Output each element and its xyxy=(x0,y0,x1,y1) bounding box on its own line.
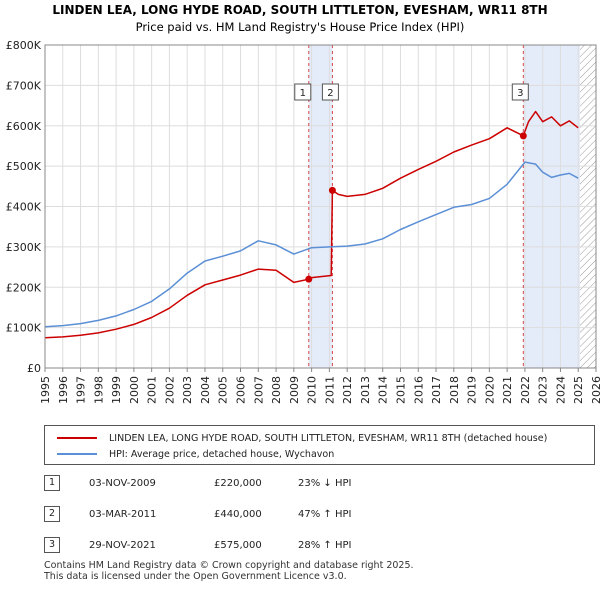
x-tick-label-0: 1995 xyxy=(39,376,52,404)
x-tick-label-22: 2017 xyxy=(430,376,443,404)
x-tick-label-1: 1996 xyxy=(57,376,70,404)
x-tick-label-11: 2006 xyxy=(235,376,248,404)
sale-row-2: 2 03-MAR-2011 £440,000 47% ↑ HPI xyxy=(44,505,351,523)
x-tick-label-13: 2008 xyxy=(270,376,283,404)
y-tick-label-5: £500K xyxy=(6,160,42,173)
x-tick-label-15: 2010 xyxy=(306,376,319,404)
sale-row-1: 1 03-NOV-2009 £220,000 23% ↓ HPI xyxy=(44,474,351,492)
sale-hpi-change: 47% ↑ HPI xyxy=(298,508,352,520)
x-tick-label-23: 2018 xyxy=(448,376,461,404)
sale-date: 03-NOV-2009 xyxy=(89,477,156,489)
x-tick-label-8: 2003 xyxy=(181,376,194,404)
x-tick-label-17: 2012 xyxy=(341,376,354,404)
y-tick-label-8: £800K xyxy=(6,39,42,52)
chart-subtitle: Price paid vs. HM Land Registry's House … xyxy=(136,20,465,34)
y-tick-label-7: £700K xyxy=(6,79,42,92)
sale-date: 29-NOV-2021 xyxy=(89,539,156,551)
legend-item-hpi: HPI: Average price, detached house, Wych… xyxy=(57,446,334,462)
legend-item-property: LINDEN LEA, LONG HYDE ROAD, SOUTH LITTLE… xyxy=(57,430,547,446)
x-tick-label-28: 2023 xyxy=(537,376,550,404)
sale-price: £220,000 xyxy=(214,477,262,489)
sale-marker-box-3 xyxy=(511,83,529,101)
x-tick-label-30: 2025 xyxy=(572,376,585,404)
x-tick-label-27: 2022 xyxy=(519,376,532,404)
x-tick-label-6: 2001 xyxy=(146,376,159,404)
x-tick-label-25: 2020 xyxy=(483,376,496,404)
sale-point-1 xyxy=(305,275,313,283)
series-line-hpi xyxy=(44,161,579,328)
y-tick-label-6: £600K xyxy=(6,120,42,133)
y-tick-label-0: £0 xyxy=(27,362,41,375)
x-tick-label-29: 2024 xyxy=(554,376,567,404)
sale-marker-box-2 xyxy=(321,83,339,101)
y-tick-label-1: £100K xyxy=(6,322,42,335)
x-tick-label-16: 2011 xyxy=(323,376,336,404)
legend-label-hpi: HPI: Average price, detached house, Wych… xyxy=(109,448,335,460)
x-tick-label-24: 2019 xyxy=(466,376,479,404)
sale-marker-box-1 xyxy=(294,83,312,101)
sale-hpi-change: 23% ↓ HPI xyxy=(298,477,352,489)
legend: LINDEN LEA, LONG HYDE ROAD, SOUTH LITTLE… xyxy=(44,425,595,465)
footer-licence: This data is licensed under the Open Gov… xyxy=(44,571,347,582)
x-tick-label-26: 2021 xyxy=(501,376,514,404)
series-line-property xyxy=(44,110,579,339)
x-tick-label-4: 1999 xyxy=(110,376,123,404)
legend-label-property: LINDEN LEA, LONG HYDE ROAD, SOUTH LITTLE… xyxy=(109,432,548,444)
sale-row-3: 3 29-NOV-2021 £575,000 28% ↑ HPI xyxy=(44,536,351,554)
x-tick-label-5: 2000 xyxy=(128,376,141,404)
y-tick-label-3: £300K xyxy=(6,241,42,254)
x-tick-label-10: 2005 xyxy=(217,376,230,404)
x-tick-label-7: 2002 xyxy=(163,376,176,404)
x-tick-label-21: 2016 xyxy=(412,376,425,404)
sale-marker-label-3: 3 xyxy=(517,88,523,99)
x-tick-label-2: 1997 xyxy=(75,376,88,404)
sale-price: £575,000 xyxy=(214,539,262,551)
sale-price: £440,000 xyxy=(214,508,262,520)
legend-swatch-hpi xyxy=(57,453,97,455)
price-chart: LINDEN LEA, LONG HYDE ROAD, SOUTH LITTLE… xyxy=(6,3,600,404)
plot-frame xyxy=(44,44,597,369)
x-tick-label-14: 2009 xyxy=(288,376,301,404)
x-tick-label-19: 2014 xyxy=(377,376,390,404)
sale-point-3 xyxy=(519,132,527,140)
x-tick-label-3: 1998 xyxy=(92,376,105,404)
x-tick-label-12: 2007 xyxy=(252,376,265,404)
sale-point-2 xyxy=(328,186,336,194)
y-tick-label-2: £200K xyxy=(6,281,42,294)
x-tick-label-9: 2004 xyxy=(199,376,212,404)
sale-date: 03-MAR-2011 xyxy=(89,508,157,520)
x-tick-label-31: 2026 xyxy=(590,376,600,404)
x-tick-label-18: 2013 xyxy=(359,376,372,404)
sale-marker-label-1: 1 xyxy=(300,88,306,99)
chart-title: LINDEN LEA, LONG HYDE ROAD, SOUTH LITTLE… xyxy=(52,3,547,17)
sale-number-badge: 2 xyxy=(44,506,60,522)
legend-swatch-property xyxy=(57,437,97,439)
y-tick-label-4: £400K xyxy=(6,201,42,214)
footer-attribution: Contains HM Land Registry data © Crown c… xyxy=(44,560,414,582)
sale-marker-label-2: 2 xyxy=(327,88,333,99)
sale-number-badge: 3 xyxy=(44,537,60,553)
sale-hpi-change: 28% ↑ HPI xyxy=(298,539,352,551)
sale-number-badge: 1 xyxy=(44,475,60,491)
x-tick-label-20: 2015 xyxy=(394,376,407,404)
footer-copyright: Contains HM Land Registry data © Crown c… xyxy=(44,560,414,571)
